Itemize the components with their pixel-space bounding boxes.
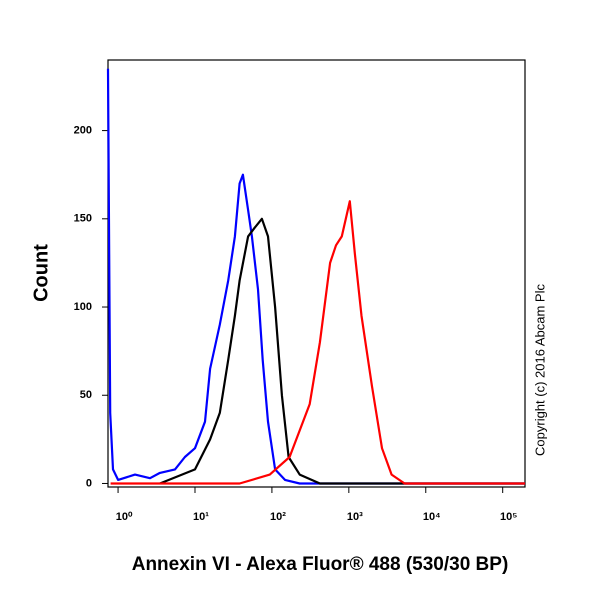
x-tick-label: 10⁵: [500, 511, 517, 523]
x-tick-label: 10²: [270, 511, 286, 523]
x-axis-label: Annexin VI - Alexa Fluor® 488 (530/30 BP…: [132, 554, 509, 575]
x-tick-label: 10⁴: [423, 511, 441, 523]
y-tick-label: 0: [86, 477, 92, 489]
series-line: [106, 68, 525, 485]
copyright: Copyright (c) 2016 Abcam Plc: [532, 284, 547, 456]
series-line: [110, 200, 525, 485]
y-tick-label: 50: [80, 389, 92, 401]
series-line: [159, 217, 525, 485]
x-tick-label: 10⁰: [116, 511, 133, 523]
y-tick-label: 200: [74, 124, 92, 136]
x-tick-label: 10³: [347, 511, 363, 523]
y-axis-label: Count: [30, 244, 52, 302]
y-tick-label: 150: [74, 213, 92, 225]
plot-frame: [107, 59, 526, 488]
x-tick-label: 10¹: [193, 511, 209, 523]
y-tick-label: 100: [74, 301, 92, 313]
